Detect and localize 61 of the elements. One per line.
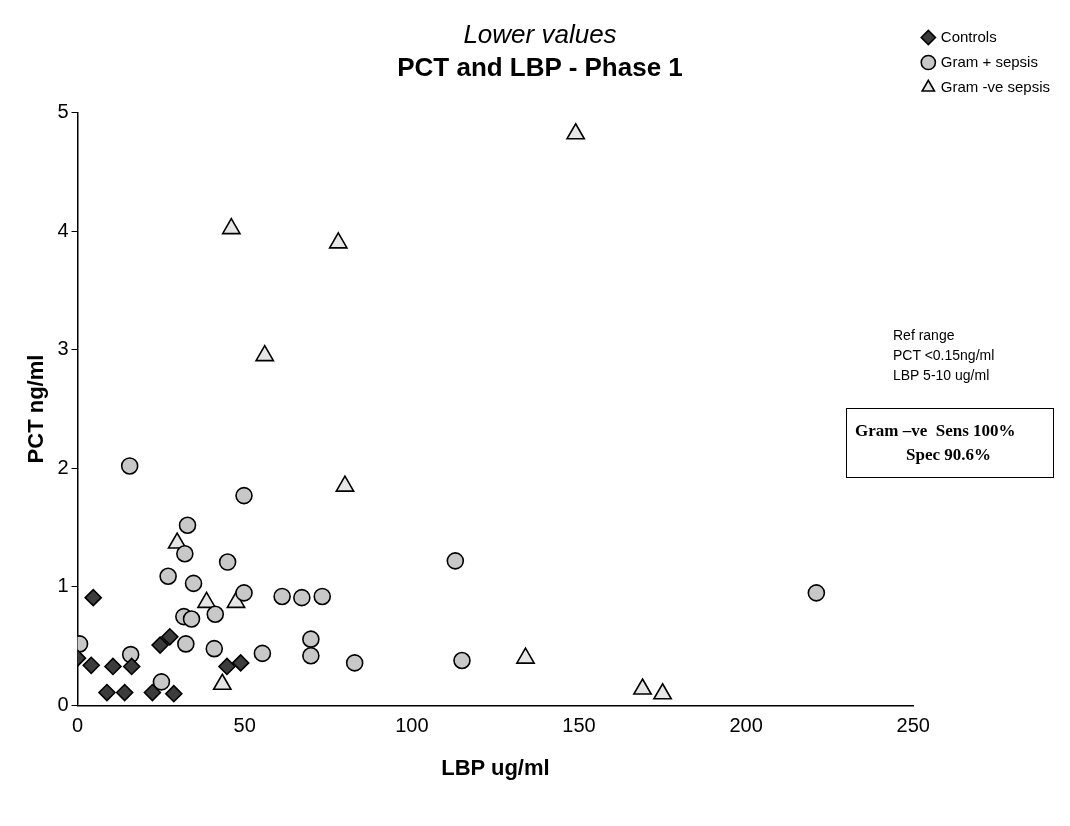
point <box>335 475 355 492</box>
point <box>453 651 471 670</box>
legend-label: Gram -ve sepsis <box>940 77 1051 95</box>
x-tick-label: 150 <box>562 714 596 737</box>
chart-subtitle: Lower values <box>463 18 617 49</box>
point <box>446 552 465 570</box>
point <box>807 584 826 602</box>
point <box>206 605 225 624</box>
point <box>165 684 183 703</box>
point <box>120 457 139 475</box>
point <box>122 657 141 676</box>
point <box>160 627 179 646</box>
point <box>151 636 169 654</box>
x-tick-label: 0 <box>71 714 84 737</box>
point <box>221 217 241 235</box>
point <box>98 683 116 702</box>
chart-title: PCT and LBP - Phase 1 <box>397 51 683 82</box>
point <box>184 574 203 593</box>
point <box>104 657 122 676</box>
point <box>328 232 348 249</box>
legend-label: Gram + sepsis <box>940 52 1038 70</box>
x-tick-label: 100 <box>395 714 429 737</box>
point <box>178 516 197 535</box>
x-axis-title: LBP ug/ml <box>441 754 550 780</box>
point <box>84 588 103 607</box>
y-tick-label: 3 <box>57 337 69 360</box>
point <box>159 567 177 586</box>
point <box>182 610 201 628</box>
point <box>273 587 291 606</box>
point <box>218 657 236 676</box>
point <box>115 683 134 702</box>
annotation: Ref range PCT <0.15ng/ml LBP 5-10 ug/ml <box>893 326 995 385</box>
point <box>302 630 320 648</box>
point <box>82 656 101 675</box>
x-tick-label: 200 <box>729 714 763 737</box>
y-axis-title: PCT ng/ml <box>23 354 49 464</box>
y-tick-label: 0 <box>57 693 69 716</box>
annotation: Gram –ve Sens 100% Spec 90.6% <box>846 408 1054 478</box>
point <box>231 654 250 672</box>
x-tick-label: 50 <box>233 714 256 737</box>
point <box>152 673 171 691</box>
point <box>255 344 275 362</box>
point <box>143 683 162 702</box>
legend-label: Controls <box>940 27 997 45</box>
y-tick-label: 2 <box>57 455 69 478</box>
point <box>302 646 320 665</box>
point <box>235 584 253 602</box>
point <box>313 587 332 606</box>
point <box>566 122 586 140</box>
point <box>176 544 194 563</box>
point <box>235 486 253 505</box>
point <box>218 553 237 571</box>
point <box>177 635 195 653</box>
point <box>345 654 364 672</box>
y-tick-label: 1 <box>57 574 69 597</box>
point <box>293 588 311 607</box>
point <box>205 639 224 658</box>
y-tick-label: 4 <box>57 218 69 241</box>
x-tick-label: 250 <box>896 714 930 737</box>
point <box>253 644 272 663</box>
y-tick-label: 5 <box>57 99 69 122</box>
